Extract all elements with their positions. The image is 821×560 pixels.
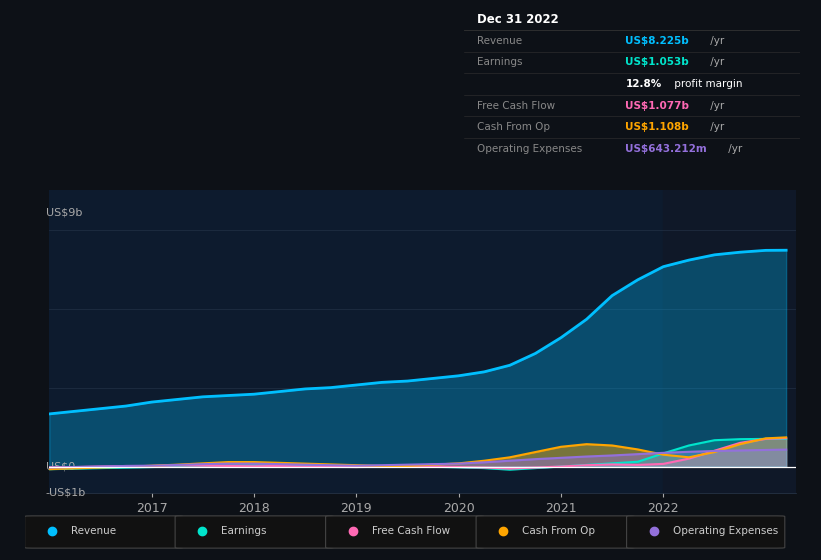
Text: Free Cash Flow: Free Cash Flow — [477, 101, 556, 111]
Text: US$9b: US$9b — [45, 208, 82, 218]
Text: /yr: /yr — [707, 36, 724, 46]
Text: Free Cash Flow: Free Cash Flow — [372, 526, 450, 536]
Text: /yr: /yr — [707, 101, 724, 111]
FancyBboxPatch shape — [326, 516, 484, 548]
Text: /yr: /yr — [726, 144, 743, 154]
Text: US$1.077b: US$1.077b — [626, 101, 690, 111]
FancyBboxPatch shape — [175, 516, 333, 548]
Text: Cash From Op: Cash From Op — [477, 122, 550, 132]
Text: Dec 31 2022: Dec 31 2022 — [477, 13, 559, 26]
Text: US$1.108b: US$1.108b — [626, 122, 689, 132]
Text: Earnings: Earnings — [222, 526, 267, 536]
Text: Revenue: Revenue — [71, 526, 116, 536]
Text: /yr: /yr — [707, 122, 724, 132]
Text: US$8.225b: US$8.225b — [626, 36, 689, 46]
FancyBboxPatch shape — [476, 516, 635, 548]
FancyBboxPatch shape — [25, 516, 183, 548]
Text: 12.8%: 12.8% — [626, 79, 662, 89]
Bar — [663, 190, 796, 493]
Text: Cash From Op: Cash From Op — [522, 526, 595, 536]
FancyBboxPatch shape — [626, 516, 785, 548]
Text: Operating Expenses: Operating Expenses — [673, 526, 778, 536]
Text: profit margin: profit margin — [671, 79, 742, 89]
Text: US$643.212m: US$643.212m — [626, 144, 707, 154]
Text: Revenue: Revenue — [477, 36, 522, 46]
Text: /yr: /yr — [707, 58, 724, 67]
Text: -US$1b: -US$1b — [45, 488, 85, 498]
Text: Operating Expenses: Operating Expenses — [477, 144, 583, 154]
Text: US$1.053b: US$1.053b — [626, 58, 689, 67]
Text: US$0: US$0 — [45, 461, 75, 472]
Text: Earnings: Earnings — [477, 58, 523, 67]
